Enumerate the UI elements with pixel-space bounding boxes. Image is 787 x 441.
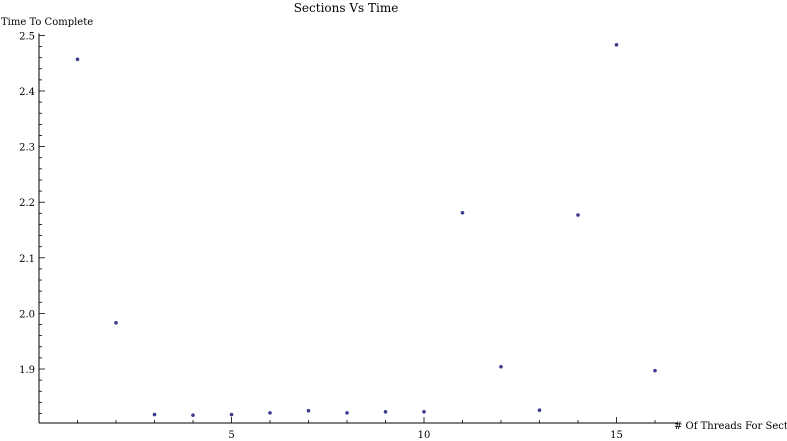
y-tick-label: 2.3 (19, 143, 35, 154)
y-axis-ticks: 1.9 2.0 2.1 2.2 2.3 2.4 2.5 (19, 31, 45, 414)
y-tick-label: 2.1 (19, 254, 35, 265)
data-point (576, 213, 580, 217)
data-point (422, 410, 426, 414)
data-point (345, 411, 349, 415)
data-point (383, 410, 388, 414)
x-tick-label: 10 (418, 430, 431, 441)
x-tick-label: 5 (228, 430, 234, 441)
data-point (268, 411, 272, 415)
data-point (499, 364, 503, 369)
y-axis-label: Time To Complete (1, 17, 93, 28)
y-tick-label: 2.2 (19, 198, 35, 209)
chart-title: Sections Vs Time (294, 1, 399, 15)
y-tick-label: 1.9 (19, 365, 35, 376)
data-point (460, 210, 465, 215)
y-tick-label: 2.5 (19, 31, 35, 42)
data-point (537, 408, 542, 412)
y-tick-label: 2.0 (19, 309, 35, 320)
data-point (114, 321, 118, 325)
y-tick-label: 2.4 (19, 87, 35, 98)
data-point (614, 43, 619, 47)
x-axis-label: # Of Threads For Sections (674, 421, 787, 432)
x-tick-label: 15 (610, 430, 623, 441)
data-point (306, 408, 311, 413)
data-point (191, 413, 195, 417)
data-point (152, 412, 157, 417)
data-point (653, 368, 657, 373)
data-point (75, 57, 80, 62)
x-axis-ticks: 5 10 15 (77, 417, 656, 441)
data-points (75, 43, 657, 417)
data-point (229, 412, 234, 417)
